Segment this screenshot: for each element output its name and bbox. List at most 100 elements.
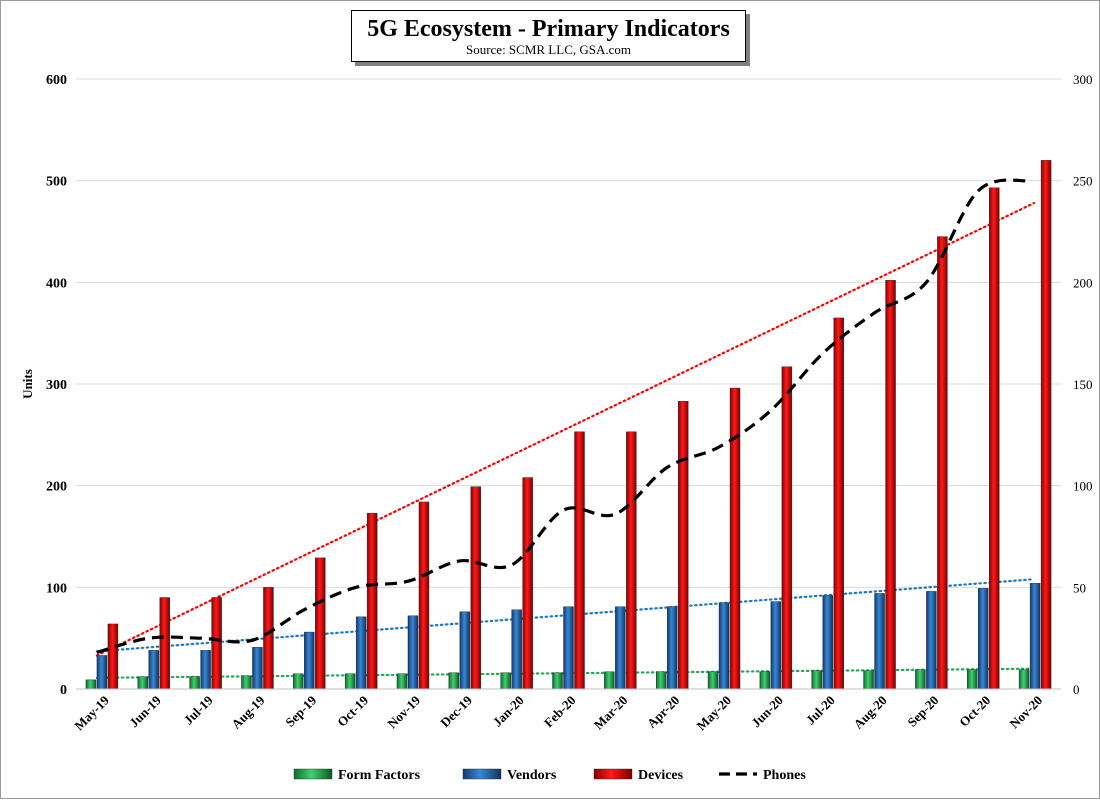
bar-series <box>85 160 1052 690</box>
x-tick-label: Feb-20 <box>541 693 579 731</box>
legend-swatch-devices <box>593 768 633 780</box>
y2-tick-label: 100 <box>1073 479 1093 494</box>
bar-vendors <box>200 650 211 690</box>
bar-vendors <box>96 655 108 690</box>
x-tick-label: Nov-20 <box>1007 693 1046 732</box>
bar-vendors <box>148 650 159 690</box>
bar-devices <box>522 477 533 690</box>
x-tick-label: Oct-20 <box>956 693 993 730</box>
bar-vendors <box>978 588 989 690</box>
legend-label-phones: Phones <box>763 768 806 783</box>
y-tick-label: 300 <box>46 378 67 393</box>
bar-form-factors <box>552 672 563 690</box>
bar-devices <box>626 431 637 690</box>
bar-devices <box>366 512 378 690</box>
bar-devices <box>159 597 170 690</box>
bar-devices <box>729 387 741 690</box>
x-tick-label: Apr-20 <box>644 693 682 731</box>
chart-title-box: 5G Ecosystem - Primary Indicators Source… <box>351 10 746 62</box>
x-tick-label: Sep-20 <box>904 693 941 730</box>
y-axis-label: Units <box>20 369 35 399</box>
bar-form-factors <box>189 676 200 690</box>
bar-form-factors <box>293 673 304 690</box>
bar-devices <box>107 623 119 690</box>
bar-devices <box>989 187 1000 690</box>
bar-form-factors <box>604 671 615 690</box>
trendline-devices <box>95 201 1036 657</box>
y2-tick-label: 200 <box>1073 275 1093 290</box>
bar-devices <box>937 236 948 690</box>
y-tick-label: 200 <box>46 480 67 495</box>
x-tick-label: Jul-19 <box>181 692 216 727</box>
x-tick-label: Jun-20 <box>748 693 786 731</box>
bar-vendors <box>874 593 885 690</box>
bar-devices <box>833 317 844 690</box>
bar-vendors <box>511 609 522 690</box>
bar-devices <box>418 501 430 690</box>
phones-line-series <box>96 178 1031 654</box>
y-tick-label: 0 <box>60 683 67 698</box>
y-tick-label: 600 <box>46 73 67 88</box>
x-tick-label: Jul-20 <box>803 693 838 728</box>
bar-devices <box>470 486 482 690</box>
legend-label-vendors: Vendors <box>507 768 557 783</box>
x-tick-label: Jun-19 <box>126 692 164 730</box>
legend-swatch-vendors <box>462 768 502 780</box>
bar-devices <box>263 587 274 690</box>
bar-vendors <box>666 606 678 690</box>
bar-vendors <box>407 615 419 690</box>
bar-vendors <box>926 591 937 690</box>
x-axis: May-19 Jun-19 Jul-19 Aug-19 Sep-19 Oct-19 Nov-… <box>71 688 1061 734</box>
bar-devices <box>574 431 585 690</box>
bar-form-factors <box>241 675 252 690</box>
y2-tick-label: 150 <box>1073 377 1093 392</box>
bar-vendors <box>1029 583 1041 690</box>
bar-form-factors <box>137 676 148 690</box>
phones-line <box>96 178 1031 654</box>
grid-lines <box>76 78 1061 690</box>
bar-vendors <box>563 606 574 690</box>
bar-form-factors <box>811 670 822 690</box>
x-tick-label: Oct-19 <box>334 692 372 730</box>
y-tick-label: 100 <box>46 581 67 596</box>
bar-vendors <box>718 602 730 690</box>
bar-devices <box>885 280 896 690</box>
x-tick-label: May-19 <box>71 692 112 733</box>
x-tick-label: Jan-20 <box>490 693 527 730</box>
bar-form-factors <box>448 672 460 690</box>
y2-tick-label: 0 <box>1073 682 1080 697</box>
bar-devices <box>1040 160 1052 690</box>
bar-form-factors <box>707 671 719 690</box>
bar-devices <box>781 366 793 690</box>
chart-title: 5G Ecosystem - Primary Indicators <box>367 16 730 42</box>
bar-vendors <box>822 595 833 690</box>
legend-label-form-factors: Form Factors <box>338 768 421 783</box>
bar-devices <box>677 401 689 690</box>
legend-swatch-form-factors <box>293 768 333 780</box>
bar-vendors <box>615 606 626 690</box>
bar-form-factors <box>396 673 408 690</box>
x-tick-label: Aug-20 <box>850 693 889 732</box>
bar-form-factors <box>85 679 97 690</box>
bar-form-factors <box>759 671 771 690</box>
bar-form-factors <box>655 671 667 690</box>
legend-label-devices: Devices <box>638 768 684 783</box>
bar-form-factors <box>500 672 511 690</box>
y2-tick-label: 300 <box>1073 72 1093 87</box>
y-axis-left: 0 100 200 300 400 500 600 <box>46 73 67 698</box>
bar-devices <box>315 557 326 690</box>
bar-vendors <box>355 616 367 690</box>
x-tick-label: Nov-19 <box>384 692 423 731</box>
bar-form-factors <box>1018 669 1030 690</box>
y-tick-label: 400 <box>46 276 67 291</box>
x-tick-label: Mar-20 <box>591 693 631 733</box>
x-tick-label: Aug-19 <box>228 692 268 732</box>
bar-form-factors <box>863 670 874 690</box>
bar-vendors <box>770 601 782 690</box>
x-tick-label: Dec-19 <box>437 692 475 730</box>
x-tick-label: May-20 <box>693 693 734 734</box>
bar-devices <box>211 597 222 690</box>
x-tick-label: Sep-19 <box>282 692 320 730</box>
